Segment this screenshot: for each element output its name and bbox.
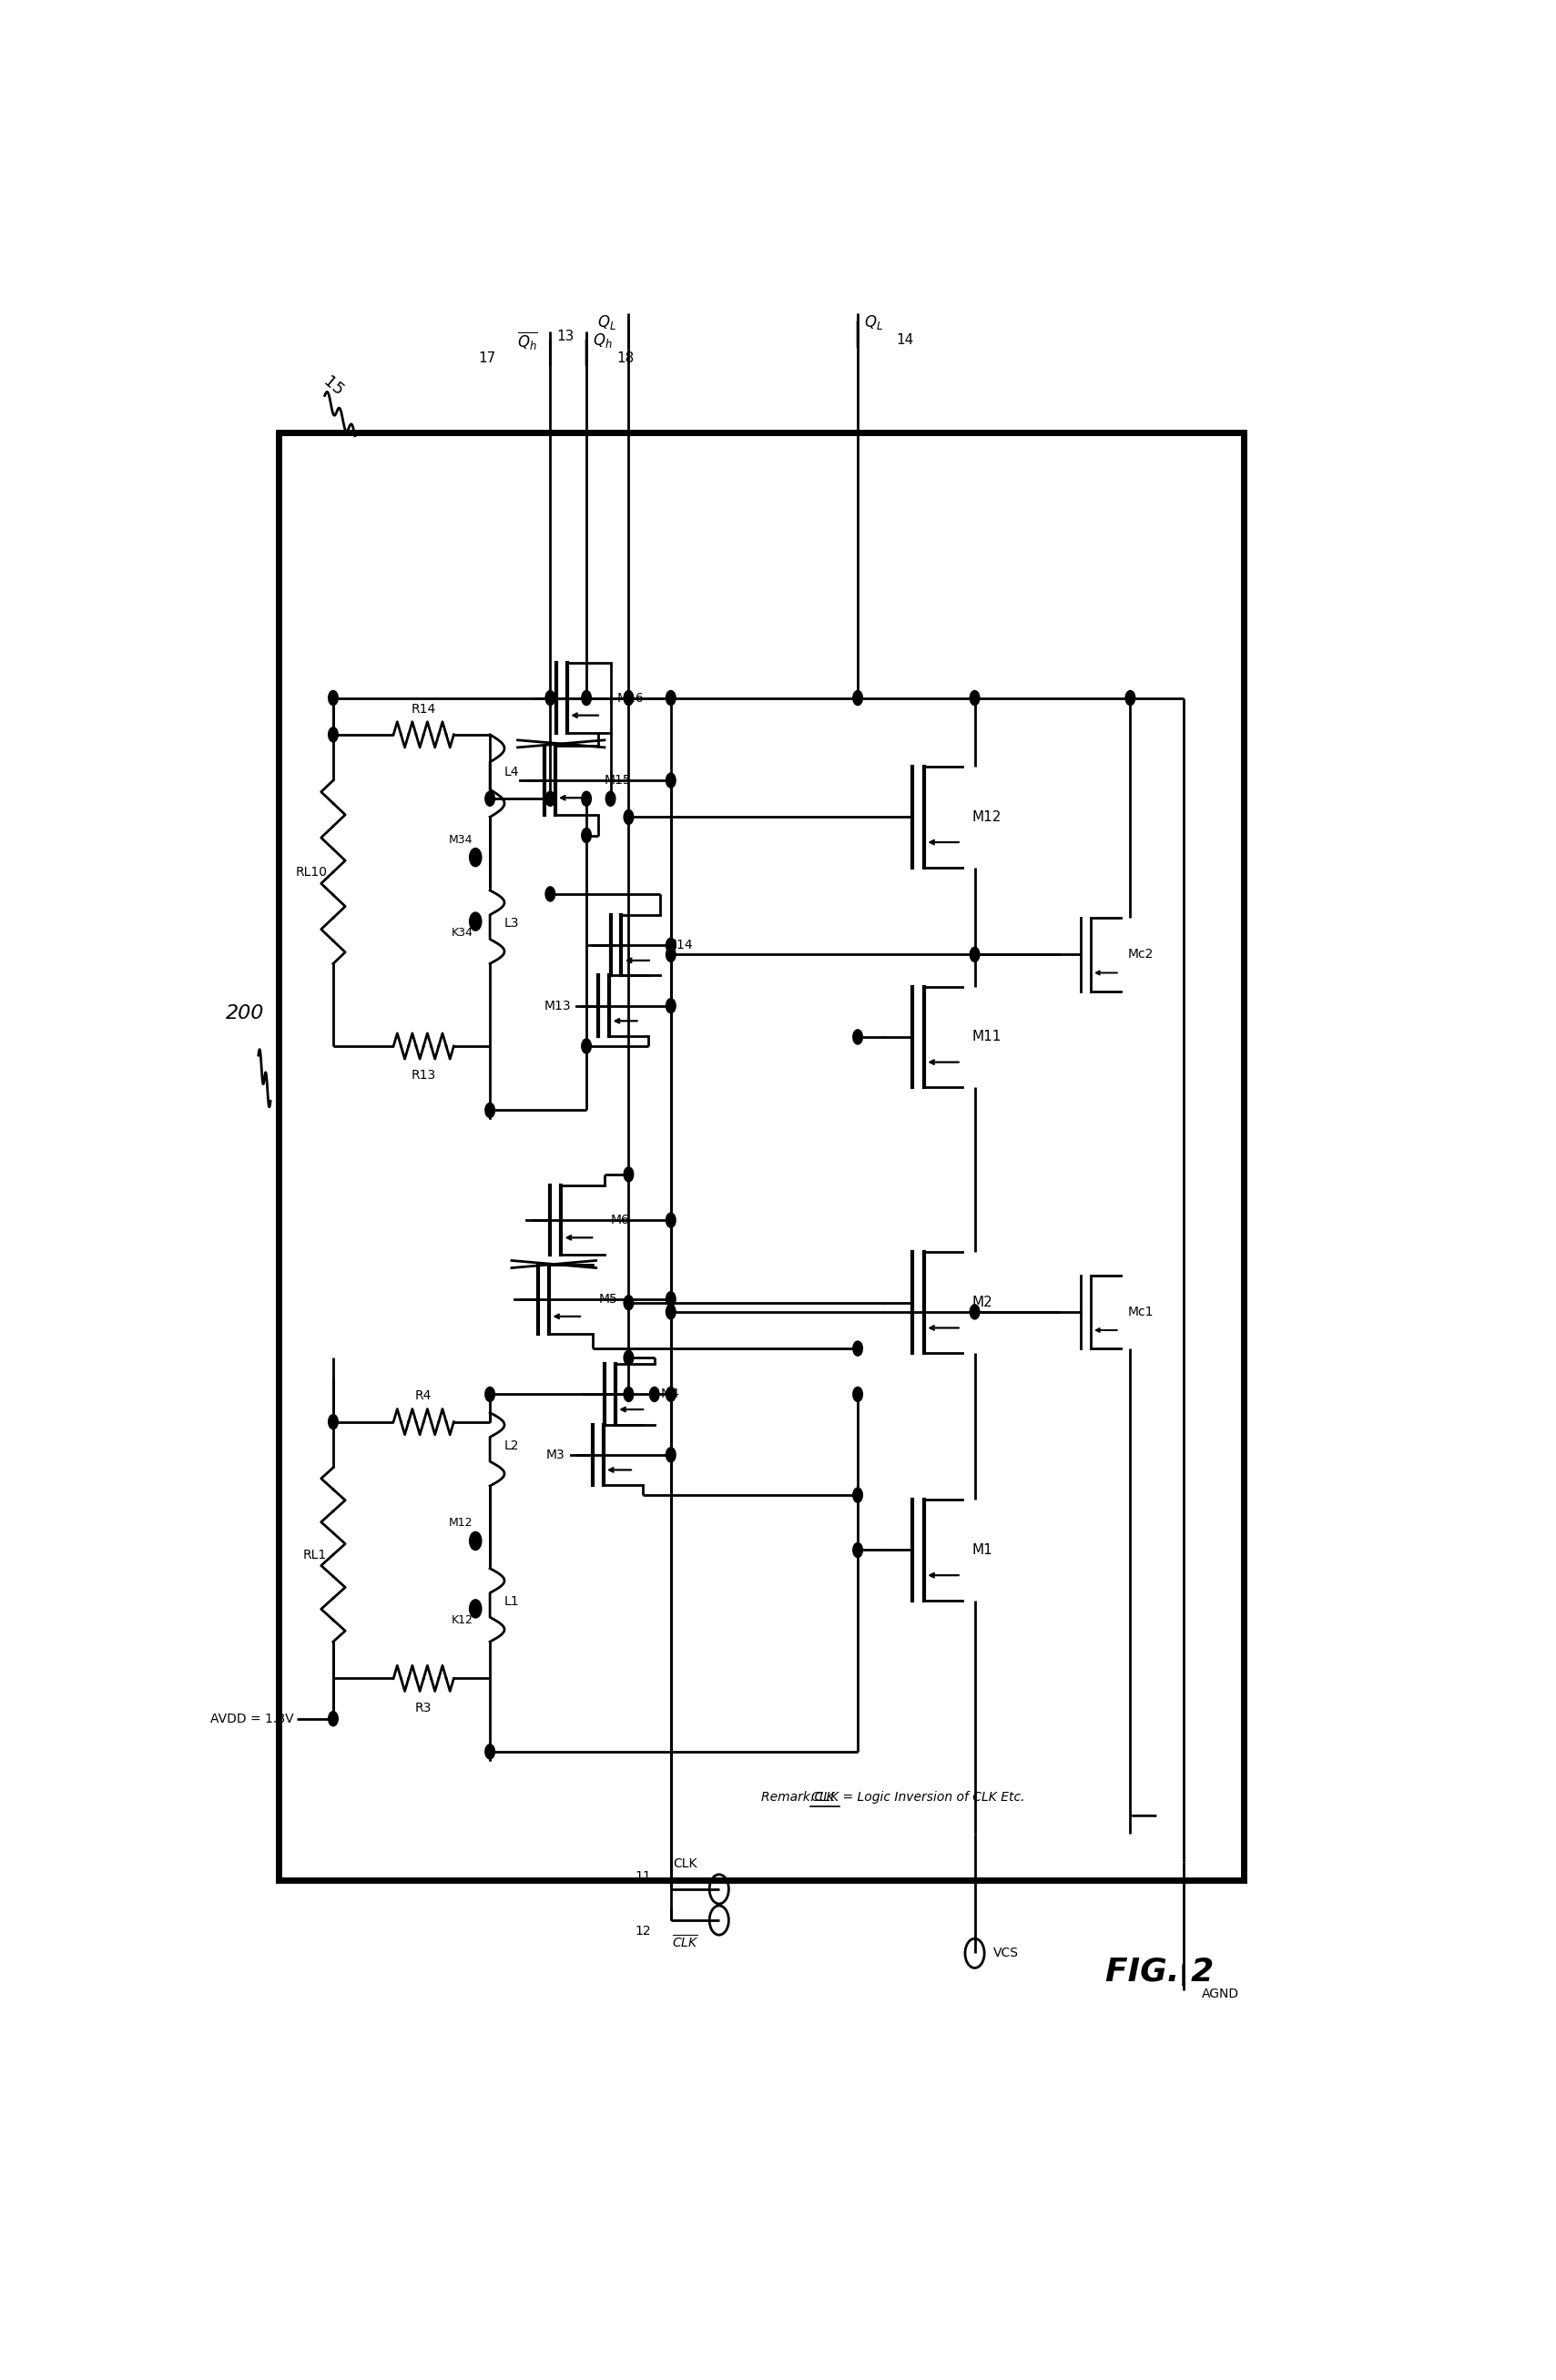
Circle shape — [328, 1711, 338, 1725]
Circle shape — [666, 938, 675, 952]
Circle shape — [624, 1295, 633, 1309]
Text: M34: M34 — [450, 833, 473, 845]
Circle shape — [485, 1102, 495, 1119]
Circle shape — [624, 690, 633, 704]
Text: M2: M2 — [972, 1295, 993, 1309]
Circle shape — [666, 1304, 675, 1319]
Circle shape — [582, 828, 591, 843]
Text: AVDD = 1.8V: AVDD = 1.8V — [210, 1711, 294, 1725]
Text: $Q_L$: $Q_L$ — [598, 314, 616, 331]
Circle shape — [666, 1447, 675, 1461]
Text: 13: 13 — [557, 331, 574, 343]
Text: RL10: RL10 — [296, 866, 327, 878]
Circle shape — [582, 690, 591, 704]
Text: 17: 17 — [478, 352, 496, 364]
Circle shape — [470, 912, 481, 931]
Text: $Q_h$: $Q_h$ — [593, 331, 612, 350]
Text: K12: K12 — [451, 1614, 473, 1626]
Text: Remark:CLK = Logic Inversion of CLK Etc.: Remark:CLK = Logic Inversion of CLK Etc. — [761, 1792, 1025, 1804]
Text: RL1: RL1 — [303, 1549, 327, 1561]
Text: K34: K34 — [451, 928, 473, 938]
Text: L1: L1 — [504, 1595, 520, 1609]
Text: R4: R4 — [415, 1390, 433, 1402]
Circle shape — [969, 690, 980, 704]
Circle shape — [666, 690, 675, 704]
Text: Mc1: Mc1 — [1128, 1307, 1155, 1319]
Circle shape — [666, 1214, 675, 1228]
Text: $\overline{Q_h}$: $\overline{Q_h}$ — [517, 331, 538, 352]
Circle shape — [853, 1488, 862, 1502]
Circle shape — [969, 947, 980, 962]
Circle shape — [328, 690, 338, 704]
Text: M3: M3 — [546, 1449, 565, 1461]
Circle shape — [470, 1533, 481, 1549]
Circle shape — [624, 809, 633, 823]
Text: M16: M16 — [616, 693, 644, 704]
Text: R14: R14 — [411, 702, 436, 716]
Circle shape — [969, 1304, 980, 1319]
Text: M14: M14 — [666, 940, 694, 952]
Circle shape — [470, 1599, 481, 1618]
Circle shape — [546, 690, 555, 704]
Text: AGND: AGND — [1201, 1987, 1239, 1999]
Text: M15: M15 — [604, 774, 632, 788]
Circle shape — [582, 793, 591, 807]
Text: M13: M13 — [543, 1000, 571, 1011]
Text: L2: L2 — [504, 1440, 520, 1452]
Text: VCS: VCS — [993, 1947, 1018, 1959]
Circle shape — [666, 1388, 675, 1402]
Text: 200: 200 — [226, 1004, 265, 1023]
Bar — [279, 433, 1243, 1880]
Circle shape — [470, 847, 481, 866]
Text: M5: M5 — [599, 1292, 618, 1304]
Text: CLK: CLK — [674, 1856, 697, 1871]
Circle shape — [1125, 690, 1136, 704]
Text: $Q_L$: $Q_L$ — [864, 314, 882, 331]
Circle shape — [485, 1745, 495, 1759]
Text: R13: R13 — [411, 1069, 436, 1083]
Circle shape — [605, 793, 615, 807]
Text: FIG. 2: FIG. 2 — [1105, 1956, 1214, 1987]
Circle shape — [328, 1414, 338, 1428]
Circle shape — [666, 1000, 675, 1014]
Circle shape — [649, 1388, 660, 1402]
Text: R3: R3 — [415, 1702, 433, 1714]
Text: 18: 18 — [616, 352, 635, 364]
Circle shape — [624, 1388, 633, 1402]
Text: 15: 15 — [321, 374, 347, 400]
Text: M12: M12 — [450, 1516, 473, 1528]
Circle shape — [328, 728, 338, 743]
Text: 14: 14 — [896, 333, 913, 347]
Circle shape — [853, 1542, 862, 1557]
Text: CLK: CLK — [811, 1792, 836, 1804]
Text: M6: M6 — [610, 1214, 630, 1226]
Text: L3: L3 — [504, 916, 520, 931]
Text: M1: M1 — [972, 1542, 993, 1557]
Circle shape — [853, 1342, 862, 1357]
Circle shape — [546, 888, 555, 902]
Circle shape — [485, 1388, 495, 1402]
Circle shape — [624, 1349, 633, 1366]
Circle shape — [666, 1292, 675, 1307]
Circle shape — [853, 690, 862, 704]
Circle shape — [624, 1166, 633, 1183]
Text: M4: M4 — [660, 1388, 680, 1402]
Circle shape — [485, 793, 495, 807]
Text: 12: 12 — [635, 1925, 650, 1937]
Circle shape — [666, 774, 675, 788]
Text: Mc2: Mc2 — [1128, 947, 1153, 962]
Circle shape — [546, 793, 555, 807]
Text: L4: L4 — [504, 766, 520, 778]
Circle shape — [666, 947, 675, 962]
Text: M12: M12 — [972, 809, 1002, 823]
Circle shape — [582, 1038, 591, 1054]
Text: $\overline{CLK}$: $\overline{CLK}$ — [672, 1935, 699, 1952]
Circle shape — [853, 1031, 862, 1045]
Text: M11: M11 — [972, 1031, 1002, 1045]
Circle shape — [853, 1388, 862, 1402]
Text: 11: 11 — [635, 1871, 650, 1883]
